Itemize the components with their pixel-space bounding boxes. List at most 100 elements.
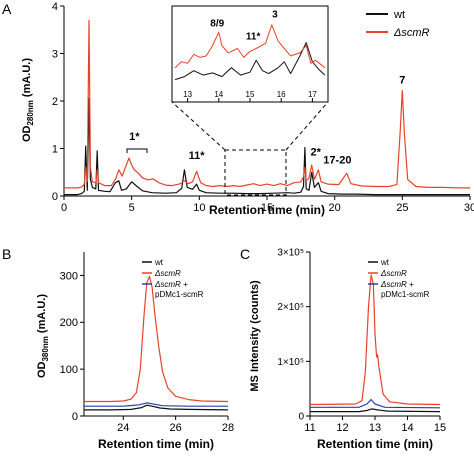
inset-annotations: 8/9 11* 3 (210, 9, 278, 42)
inset-x-tick-label: 15 (246, 90, 255, 99)
legend-a-scmr-label: ΔscmR (393, 27, 430, 39)
panel-b-x-ticks: 24 26 28 (117, 416, 234, 434)
series-line-scmR (174, 24, 326, 69)
x-tick-label: 10 (193, 202, 205, 214)
legend-b: wt ΔscmR ΔscmR + pDMc1-scmR (142, 258, 204, 299)
panel-b-y-title: OD380nm (mA.U.) (36, 294, 50, 378)
y-tick-label: 300 (60, 270, 78, 282)
panel-a-letter: A (2, 1, 12, 17)
x-tick-label: 0 (61, 202, 67, 214)
legend-b-complement-label-2: pDMc1-scmR (155, 290, 204, 299)
legend-c-wt-label: wt (380, 258, 390, 267)
legend-c-complement-label: ΔscmR + (380, 280, 414, 289)
y-tick-label: 1×10⁵ (277, 357, 304, 368)
peak-label: 8/9 (210, 18, 224, 29)
legend-b-wt-label: wt (154, 258, 164, 267)
x-tick-label: 24 (117, 422, 129, 434)
peak-label: 11* (189, 150, 206, 162)
panel-a-y-ticks: 0 1 2 3 4 (52, 1, 64, 203)
y-tick-label: 0 (298, 412, 304, 423)
peak-1-bracket (126, 148, 148, 153)
inset-frame (171, 5, 329, 103)
y-tick-label: 3×10⁵ (277, 248, 304, 259)
x-tick-label: 15 (261, 202, 273, 214)
panel-a-y-title: OD280nm (mA.U.) (21, 58, 35, 142)
series-line-wt (310, 408, 441, 413)
y-tick-label: 0 (72, 411, 78, 423)
panel-b-y-title-unit: (mA.U.) (36, 294, 48, 337)
panel-a-series (64, 19, 470, 196)
panel-c-y-title: MS Intensity (counts) (249, 280, 261, 392)
legend-b-scmr-label: ΔscmR (154, 269, 181, 278)
y-tick-label: 1 (52, 143, 58, 155)
panel-b-letter: B (2, 246, 11, 262)
series-line-wt (174, 42, 326, 81)
series-line-complement (310, 399, 441, 409)
panel-b-series (84, 275, 229, 411)
legend-c: wt ΔscmR ΔscmR + pDMc1-scmR (368, 258, 430, 299)
y-tick-label: 0 (52, 191, 58, 203)
panel-a-y-title-main: OD (21, 125, 33, 142)
x-tick-label: 30 (464, 202, 474, 214)
x-tick-label: 28 (222, 422, 234, 434)
zoom-region (224, 149, 287, 196)
x-tick-label: 14 (401, 422, 413, 434)
panel-a-x-title: Retention time (min) (209, 203, 325, 217)
series-line-wt (64, 98, 470, 196)
panel-a-annotations: 1* 11* 2*17-20 7 (129, 74, 405, 166)
y-tick-label: 4 (52, 1, 58, 13)
y-tick-label: 100 (60, 364, 78, 376)
legend-b-complement-label: ΔscmR + (154, 280, 188, 289)
y-tick-label: 200 (60, 317, 78, 329)
series-line-scmR (309, 274, 441, 406)
panel-b-y-ticks: 0 100 200 300 (60, 270, 84, 423)
peak-label: 7 (399, 74, 405, 86)
inset-x-tick-label: 16 (277, 90, 286, 99)
panel-a-x-ticks: 0 5 10 15 20 25 30 (61, 196, 474, 214)
panel-b: B 0 100 200 300 24 26 28 Retention time (min)… (2, 246, 234, 451)
inset-x-tick-label: 13 (183, 90, 192, 99)
x-tick-label: 15 (434, 422, 446, 434)
inset-x-tick-label: 17 (308, 90, 317, 99)
legend-a: wt ΔscmR (366, 9, 430, 39)
peak-label: 2* (311, 147, 322, 159)
series-line-complement (84, 402, 228, 407)
y-tick-label: 2 (52, 96, 58, 108)
x-tick-label: 25 (396, 202, 408, 214)
legend-a-wt-label: wt (393, 9, 405, 21)
inset-x-ticks: 13 14 15 16 17 (183, 90, 317, 102)
peak-label: 3 (272, 9, 278, 20)
peak-label: 11* (246, 32, 261, 43)
panel-c-x-ticks: 11 12 13 14 15 (304, 416, 446, 434)
series-line-scmR (84, 275, 229, 403)
panel-c-x-title: Retention time (min) (317, 437, 433, 451)
series-line-wt (84, 404, 229, 411)
x-tick-label: 20 (329, 202, 341, 214)
series-line-scmR (64, 19, 470, 189)
zoom-connector-right (285, 101, 329, 151)
legend-c-scmr-label: ΔscmR (380, 269, 407, 278)
y-tick-label: 3 (52, 48, 58, 60)
panel-b-y-title-sub: 380nm (41, 336, 50, 361)
inset-series (174, 24, 326, 81)
zoom-connector-left (171, 101, 226, 151)
panel-b-x-title: Retention time (min) (98, 437, 214, 451)
x-tick-label: 13 (369, 422, 381, 434)
panel-c-series (309, 274, 441, 413)
inset-x-tick-label: 14 (214, 90, 223, 99)
x-tick-label: 11 (304, 422, 315, 434)
panel-a-y-title-unit: (mA.U.) (21, 58, 33, 101)
x-tick-label: 26 (170, 422, 182, 434)
y-tick-label: 2×10⁵ (277, 302, 304, 313)
panel-c-letter: C (240, 246, 250, 262)
peak-label: 17-20 (323, 155, 351, 167)
x-tick-label: 12 (336, 422, 348, 434)
x-tick-label: 5 (129, 202, 135, 214)
panel-b-y-title-main: OD (36, 361, 48, 378)
panel-c: C 0 1×10⁵ 2×10⁵ 3×10⁵ 11 12 13 14 15 Retention … (240, 246, 446, 451)
peak-label: 1* (129, 131, 140, 143)
panel-c-y-ticks: 0 1×10⁵ 2×10⁵ 3×10⁵ (277, 248, 310, 423)
panel-a-y-title-sub: 280nm (26, 100, 35, 125)
